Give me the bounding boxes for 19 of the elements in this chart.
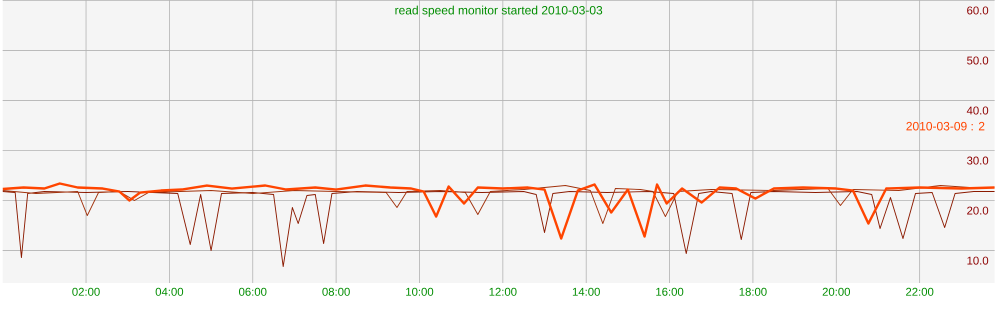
x-tick-label: 08:00 <box>322 288 350 296</box>
x-tick-label: 04:00 <box>156 288 184 296</box>
y-tick-label: 20.0 <box>967 206 988 215</box>
text: 2010-03-09 : 2 <box>906 122 984 130</box>
x-tick-label: 18:00 <box>740 288 767 296</box>
y-tick-label: 60.0 <box>967 6 988 14</box>
chart-title: read speed monitor started 2010-03-03 <box>395 6 602 17</box>
y-tick-label: 10.0 <box>967 256 988 265</box>
x-tick-label: 16:00 <box>656 288 684 296</box>
y-tick-label: 30.0 <box>967 156 988 165</box>
x-tick-label: 02:00 <box>72 288 100 296</box>
x-tick-label: 14:00 <box>572 288 600 296</box>
x-tick-label: 20:00 <box>822 288 850 296</box>
x-tick-label: 22:00 <box>906 288 934 296</box>
x-tick-label: 10:00 <box>406 288 434 296</box>
y-tick-label: 40.0 <box>966 106 988 114</box>
y-tick-label: 50.0 <box>967 56 988 64</box>
x-tick-label: 06:00 <box>239 288 266 296</box>
x-tick-label: 12:00 <box>490 288 517 296</box>
